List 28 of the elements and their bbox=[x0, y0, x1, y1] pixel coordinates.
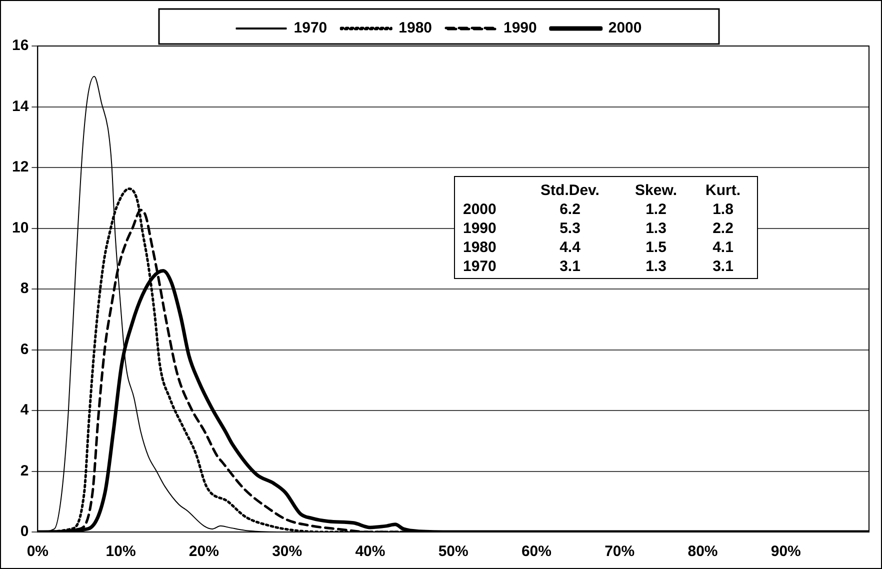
x-tick-label: 50% bbox=[438, 543, 468, 560]
y-tick-label: 6 bbox=[20, 340, 29, 358]
y-tick-label: 16 bbox=[12, 37, 29, 54]
x-tick-label: 30% bbox=[272, 543, 302, 560]
y-tick-label: 8 bbox=[20, 280, 29, 298]
y-tick-label: 14 bbox=[12, 98, 30, 115]
x-tick-label: 80% bbox=[688, 543, 718, 560]
y-tick-label: 12 bbox=[12, 158, 29, 176]
y-tick-label: 0 bbox=[20, 523, 29, 540]
legend-label: 1970 bbox=[294, 20, 328, 37]
x-tick-label: 60% bbox=[521, 543, 552, 560]
legend-label: 1980 bbox=[398, 20, 432, 37]
text: 1990 5.3 1.3 2.2 bbox=[463, 220, 734, 237]
y-tick-label: 10 bbox=[12, 219, 29, 236]
y-tick-label: 2 bbox=[20, 462, 29, 480]
text: 2000 6.2 1.2 1.8 bbox=[463, 201, 734, 218]
text: 1970 3.1 1.3 3.1 bbox=[463, 258, 734, 275]
legend-label: 2000 bbox=[608, 20, 642, 37]
x-tick-label: 90% bbox=[770, 543, 801, 560]
text: Std.Dev. Skew. Kurt. bbox=[540, 182, 740, 199]
x-tick-label: 0% bbox=[26, 543, 49, 560]
x-tick-label: 40% bbox=[355, 543, 386, 560]
x-tick-label: 70% bbox=[604, 543, 635, 560]
x-tick-label: 20% bbox=[188, 543, 219, 560]
legend-label: 1990 bbox=[504, 20, 537, 37]
y-tick-label: 4 bbox=[20, 402, 30, 419]
x-tick-label: 10% bbox=[106, 543, 136, 560]
text: 1980 4.4 1.5 4.1 bbox=[463, 239, 734, 256]
